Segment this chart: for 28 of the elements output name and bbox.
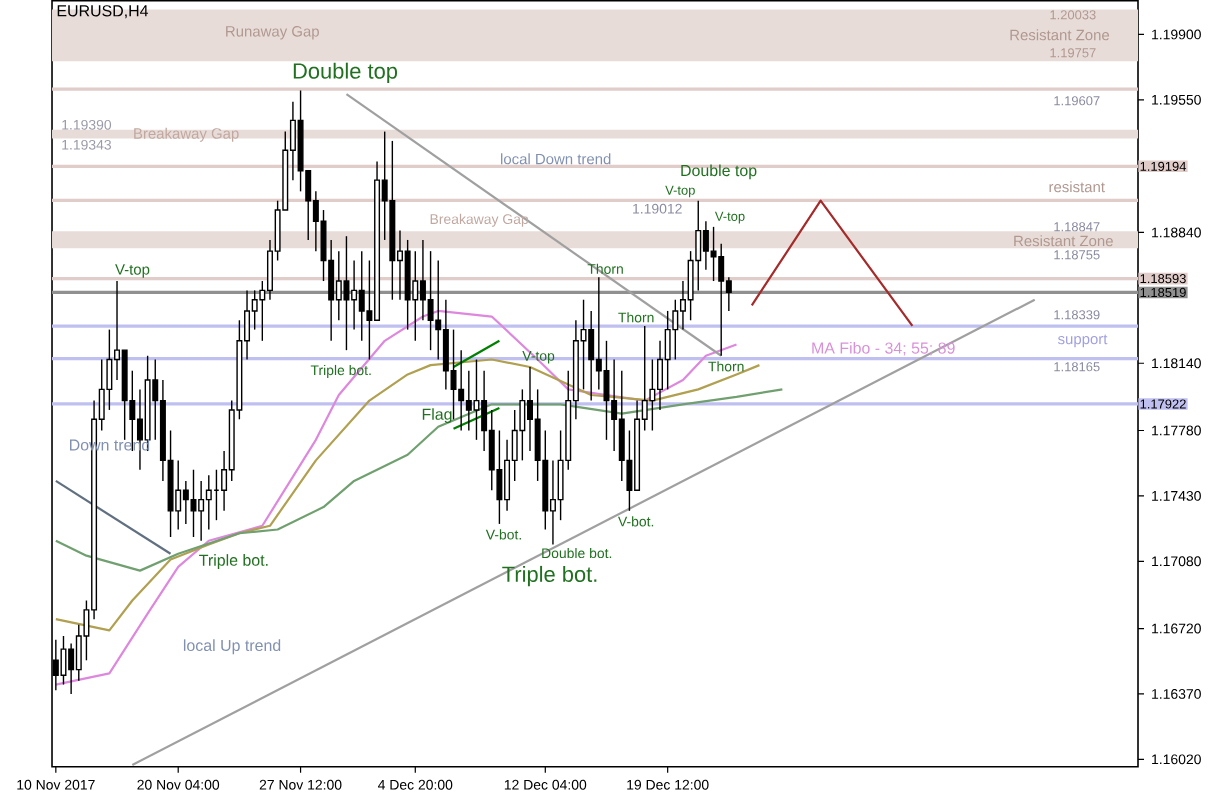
candlestick — [473, 358, 480, 441]
annotation: Triple bot. — [502, 565, 597, 586]
candlestick — [335, 250, 342, 321]
candlestick — [68, 642, 75, 695]
candlestick — [664, 309, 671, 390]
candlestick — [710, 225, 717, 282]
candlestick — [175, 459, 182, 530]
candlestick — [702, 220, 709, 271]
candlestick — [419, 238, 426, 321]
candlestick — [198, 479, 205, 542]
annotation: Double top — [293, 62, 398, 83]
candlestick — [427, 250, 434, 351]
candlestick — [603, 339, 610, 441]
candlestick — [442, 298, 449, 390]
candlestick — [649, 358, 656, 431]
candlestick — [458, 349, 465, 431]
candlestick — [450, 328, 457, 420]
candlestick — [588, 309, 595, 401]
candlestick — [412, 250, 419, 342]
candlestick — [182, 479, 189, 525]
candlestick — [549, 459, 556, 545]
candlestick — [504, 438, 511, 512]
candlestick — [351, 259, 358, 330]
candlestick — [343, 235, 350, 351]
candlestick — [496, 429, 503, 525]
candlestick — [389, 139, 396, 301]
candlestick — [358, 250, 365, 342]
candlestick — [465, 369, 472, 431]
